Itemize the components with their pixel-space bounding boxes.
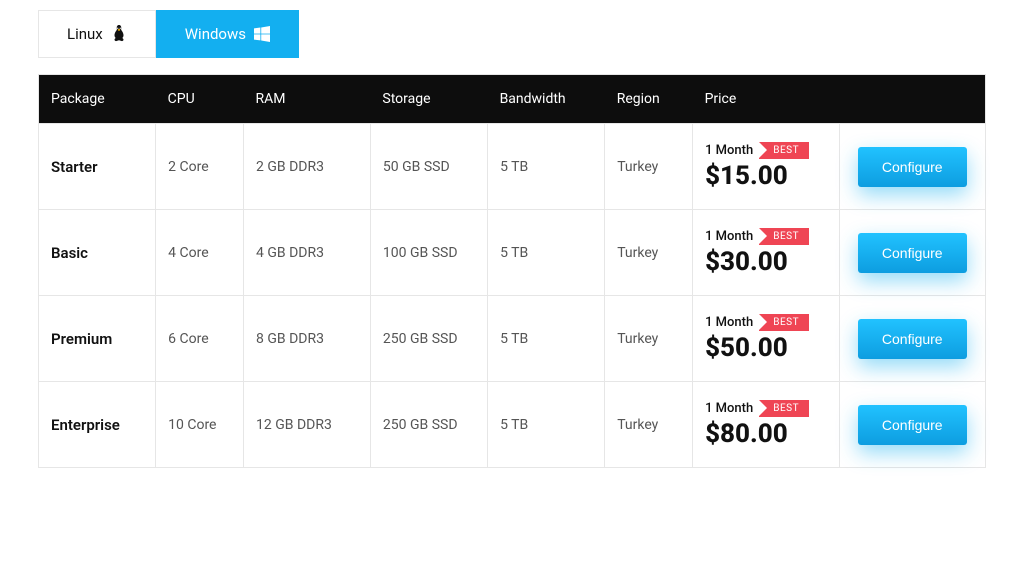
- cell-package: Basic: [39, 210, 156, 296]
- cell-price: 1 Month BEST $30.00: [693, 210, 839, 296]
- cell-region: Turkey: [605, 124, 693, 210]
- cell-cpu: 10 Core: [156, 382, 244, 468]
- cell-storage: 100 GB SSD: [370, 210, 487, 296]
- table-row: Premium 6 Core 8 GB DDR3 250 GB SSD 5 TB…: [39, 296, 986, 382]
- th-action: [839, 75, 986, 124]
- price-period: 1 Month: [705, 229, 753, 244]
- cell-action: Configure: [839, 210, 986, 296]
- best-badge: BEST: [759, 228, 809, 245]
- configure-button[interactable]: Configure: [858, 233, 967, 273]
- th-bandwidth: Bandwidth: [488, 75, 605, 124]
- table-row: Enterprise 10 Core 12 GB DDR3 250 GB SSD…: [39, 382, 986, 468]
- cell-price: 1 Month BEST $80.00: [693, 382, 839, 468]
- cell-region: Turkey: [605, 210, 693, 296]
- cell-ram: 2 GB DDR3: [244, 124, 371, 210]
- th-package: Package: [39, 75, 156, 124]
- pricing-table: Package CPU RAM Storage Bandwidth Region…: [38, 74, 986, 468]
- cell-ram: 8 GB DDR3: [244, 296, 371, 382]
- price-value: $30.00: [705, 247, 826, 277]
- best-badge: BEST: [759, 400, 809, 417]
- best-badge: BEST: [759, 142, 809, 159]
- cell-region: Turkey: [605, 296, 693, 382]
- cell-storage: 250 GB SSD: [370, 296, 487, 382]
- price-value: $50.00: [705, 333, 826, 363]
- cell-cpu: 4 Core: [156, 210, 244, 296]
- os-tabs: Linux Windows: [38, 10, 986, 58]
- configure-button[interactable]: Configure: [858, 147, 967, 187]
- table-header: Package CPU RAM Storage Bandwidth Region…: [39, 75, 986, 124]
- th-price: Price: [693, 75, 839, 124]
- th-storage: Storage: [370, 75, 487, 124]
- cell-bandwidth: 5 TB: [488, 296, 605, 382]
- tab-windows-label: Windows: [185, 25, 246, 43]
- tab-windows[interactable]: Windows: [156, 10, 299, 58]
- price-value: $80.00: [705, 419, 826, 449]
- cell-ram: 4 GB DDR3: [244, 210, 371, 296]
- price-period: 1 Month: [705, 401, 753, 416]
- price-value: $15.00: [705, 161, 826, 191]
- configure-button[interactable]: Configure: [858, 319, 967, 359]
- cell-bandwidth: 5 TB: [488, 382, 605, 468]
- cell-storage: 250 GB SSD: [370, 382, 487, 468]
- cell-package: Premium: [39, 296, 156, 382]
- table-body: Starter 2 Core 2 GB DDR3 50 GB SSD 5 TB …: [39, 124, 986, 468]
- cell-bandwidth: 5 TB: [488, 210, 605, 296]
- table-row: Starter 2 Core 2 GB DDR3 50 GB SSD 5 TB …: [39, 124, 986, 210]
- cell-bandwidth: 5 TB: [488, 124, 605, 210]
- cell-cpu: 2 Core: [156, 124, 244, 210]
- cell-price: 1 Month BEST $50.00: [693, 296, 839, 382]
- best-badge: BEST: [759, 314, 809, 331]
- cell-region: Turkey: [605, 382, 693, 468]
- cell-cpu: 6 Core: [156, 296, 244, 382]
- windows-icon: [254, 26, 270, 42]
- price-period: 1 Month: [705, 315, 753, 330]
- cell-action: Configure: [839, 382, 986, 468]
- cell-package: Enterprise: [39, 382, 156, 468]
- cell-package: Starter: [39, 124, 156, 210]
- cell-price: 1 Month BEST $15.00: [693, 124, 839, 210]
- cell-ram: 12 GB DDR3: [244, 382, 371, 468]
- cell-action: Configure: [839, 296, 986, 382]
- price-period: 1 Month: [705, 143, 753, 158]
- tab-linux[interactable]: Linux: [38, 10, 156, 58]
- cell-storage: 50 GB SSD: [370, 124, 487, 210]
- th-region: Region: [605, 75, 693, 124]
- table-row: Basic 4 Core 4 GB DDR3 100 GB SSD 5 TB T…: [39, 210, 986, 296]
- configure-button[interactable]: Configure: [858, 405, 967, 445]
- linux-icon: [111, 25, 127, 43]
- tab-linux-label: Linux: [67, 25, 103, 43]
- th-cpu: CPU: [156, 75, 244, 124]
- cell-action: Configure: [839, 124, 986, 210]
- th-ram: RAM: [244, 75, 371, 124]
